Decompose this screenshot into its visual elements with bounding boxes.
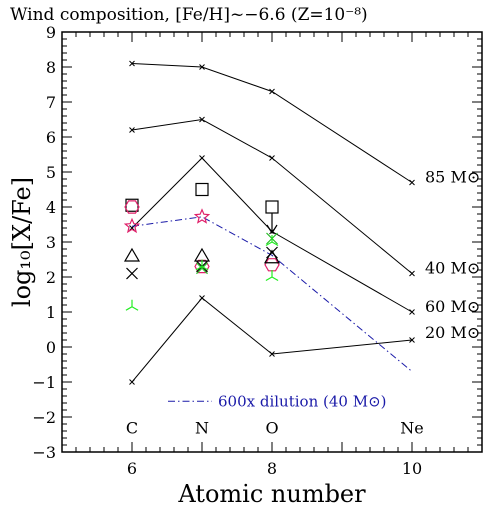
element-label: O (265, 419, 278, 438)
series-point (199, 64, 205, 70)
y-tick-label: 0 (46, 338, 56, 357)
series-point (269, 88, 275, 95)
y-tick-label: −1 (32, 373, 56, 392)
observed-tristar (265, 270, 279, 282)
x-tick-label: 10 (402, 459, 422, 478)
series-line (131, 157, 413, 313)
observed-x (266, 246, 278, 259)
series-point (199, 116, 205, 123)
upper-limit-arrow (266, 213, 278, 235)
element-label: Ne (400, 419, 423, 438)
observed-hexagon (264, 258, 280, 272)
x-tick-label: 6 (127, 459, 137, 478)
y-tick-label: 7 (46, 93, 56, 112)
observed-points (123, 182, 281, 311)
series-point (409, 337, 415, 343)
axis-ticks: −3 −2 −1 0 1 2 3 4 5 6 7 8 9 6 8 10 (32, 23, 483, 478)
observed-tristar (195, 259, 209, 271)
series-mass-label: 20 M⊙ (425, 323, 480, 342)
series-point (409, 179, 415, 186)
element-label: C (126, 419, 138, 438)
series-point (129, 127, 135, 133)
y-tick-label: 5 (46, 163, 56, 182)
x-tick-label: 8 (267, 459, 277, 478)
series-point (409, 270, 415, 277)
series-point (199, 295, 205, 301)
observed-triangle (193, 247, 211, 262)
series-point (269, 155, 275, 161)
element-label: N (195, 419, 209, 438)
y-tick-label: 6 (46, 128, 56, 147)
y-tick-label: 1 (46, 303, 56, 322)
y-tick-label: −2 (32, 408, 56, 427)
x-axis-label: Atomic number (177, 480, 366, 508)
legend-label: 600x dilution (40 M⊙) (218, 392, 387, 410)
series-mass-label: 85 M⊙ (425, 168, 480, 187)
series-point (129, 60, 135, 67)
series-line (131, 118, 413, 274)
model-series (123, 60, 415, 385)
observed-hexagon (124, 200, 140, 214)
observed-x (126, 267, 138, 280)
series-line (131, 297, 413, 383)
y-tick-label: 2 (46, 268, 56, 287)
observed-tristar (125, 299, 139, 311)
y-tick-label: 4 (46, 198, 56, 217)
chart-title: Wind composition, [Fe/H]~−6.6 (Z=10⁻⁸) (10, 5, 368, 25)
observed-tristar (265, 235, 279, 247)
observed-square (195, 182, 209, 197)
dilution-star-marker (193, 208, 211, 224)
series-line (131, 216, 413, 372)
y-tick-label: −3 (32, 443, 56, 462)
observed-square (265, 200, 279, 214)
y-tick-label: 9 (46, 23, 56, 42)
series-mass-label: 40 M⊙ (425, 259, 480, 278)
observed-x (196, 262, 208, 275)
dilution-star-marker (123, 217, 141, 234)
y-tick-label: 3 (46, 233, 56, 252)
series-point (269, 351, 275, 357)
series-mass-label: 60 M⊙ (425, 297, 480, 316)
series-point (409, 309, 415, 315)
series-point (129, 379, 135, 385)
annotations: 85 M⊙ 40 M⊙ 60 M⊙ 20 M⊙ C N O Ne 600x dilution (… (126, 168, 480, 438)
series-line (131, 63, 413, 183)
observed-triangle (123, 247, 141, 262)
y-tick-label: 8 (46, 58, 56, 77)
y-axis-label: log₁₀[X/Fe] (8, 177, 36, 307)
series-point (199, 155, 205, 161)
